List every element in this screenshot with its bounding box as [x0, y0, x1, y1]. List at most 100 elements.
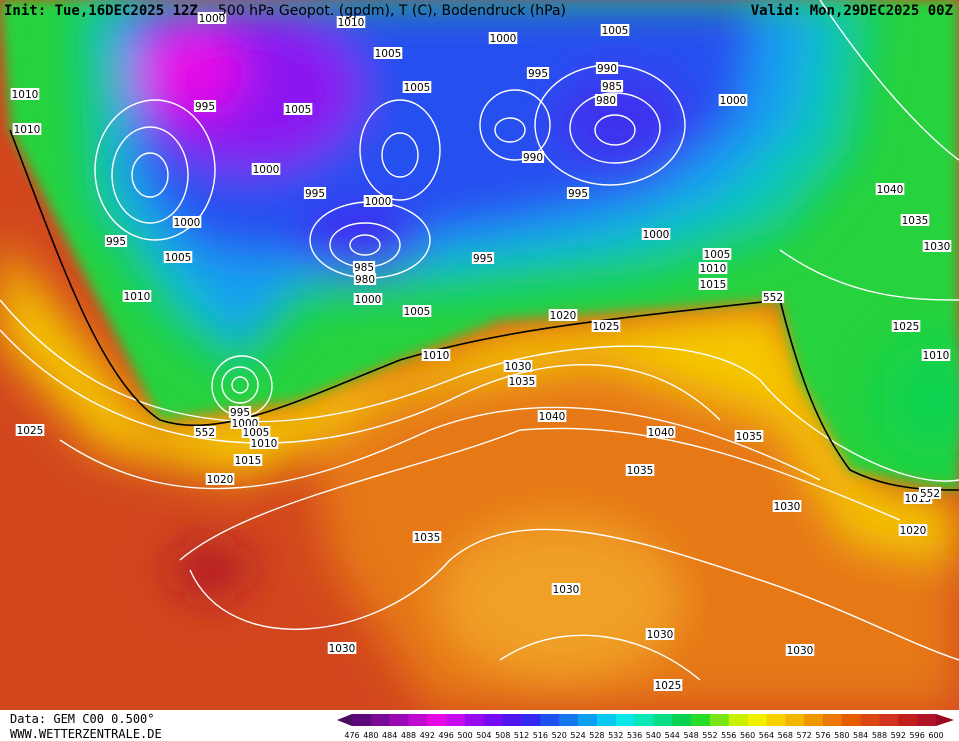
label-box	[412, 531, 442, 543]
label-box	[734, 430, 764, 442]
label-box	[373, 47, 403, 59]
colorbar-tick-label: 532	[608, 731, 623, 740]
colorbar-swatch	[578, 714, 598, 726]
colorbar-swatch	[860, 714, 880, 726]
map-title: 500 hPa Geopot. (gpdm), T (C), Bodendruc…	[218, 3, 566, 19]
colorbar-tick-label: 556	[721, 731, 736, 740]
isobar-label: 985	[602, 81, 622, 93]
isobar-label: 1005	[602, 25, 629, 37]
label-box	[193, 100, 217, 112]
colorbar-tick-label: 524	[570, 731, 585, 740]
colorbar-tick-label: 508	[495, 731, 510, 740]
label-box	[600, 80, 624, 92]
label-box	[702, 248, 732, 260]
label-box	[921, 349, 951, 361]
isobar-label: 1035	[414, 532, 441, 544]
colorbar-swatch	[766, 714, 786, 726]
isobar-label: 990	[523, 152, 543, 164]
colorbar-tick-label: 476	[344, 731, 359, 740]
isobar-label: 1015	[235, 455, 262, 467]
colorbar-tick-label: 572	[796, 731, 811, 740]
isobar-label: 995	[473, 253, 493, 265]
init-time: Init: Tue,16DEC2025 12Z	[4, 3, 198, 19]
label-box	[488, 32, 518, 44]
isobar-label: 995	[106, 236, 126, 248]
isobar-label: 1005	[375, 48, 402, 60]
isobar-label: 1035	[902, 215, 929, 227]
isobar-label: 1010	[423, 350, 450, 362]
colorbar-arrow	[337, 714, 352, 726]
label-box	[197, 12, 227, 24]
label-box	[591, 320, 621, 332]
label-box	[233, 454, 263, 466]
colorbar-tick-label: 484	[382, 731, 397, 740]
temperature-field	[0, 0, 959, 710]
isobar-label: 990	[597, 63, 617, 75]
label-box	[228, 406, 252, 418]
label-box	[625, 464, 655, 476]
isobar-label: 1040	[877, 184, 904, 196]
isobar-label: 552	[920, 488, 940, 500]
isobar-label: 1010	[14, 124, 41, 136]
colorbar-swatch	[521, 714, 541, 726]
label-box	[205, 473, 235, 485]
label-box	[327, 642, 357, 654]
colorbar-tick-label: 528	[589, 731, 604, 740]
label-box	[251, 163, 281, 175]
colorbar-tick-label: 564	[759, 731, 774, 740]
isobar-label: 1005	[165, 252, 192, 264]
label-box	[918, 487, 942, 499]
label-box	[336, 16, 366, 28]
isobar-label: 995	[528, 68, 548, 80]
colorbar: 476 480 484 488 492 496 500 504 508 512 516 520 524 5…	[337, 714, 954, 740]
isobar-label: 1030	[329, 643, 356, 655]
isobar-label: 1030	[505, 361, 532, 373]
contour-552	[9, 129, 959, 491]
isobar-label: 1010	[700, 263, 727, 275]
colorbar-swatch	[747, 714, 767, 726]
isobar-label: 1000	[253, 164, 280, 176]
colorbar-tick-label: 496	[439, 731, 454, 740]
label-box	[163, 251, 193, 263]
colorbar-swatch	[785, 714, 805, 726]
isobar-label: 995	[230, 407, 250, 419]
colorbar-tick-label: 544	[665, 731, 680, 740]
isobar-label: 1030	[787, 645, 814, 657]
colorbar-tick-label: 548	[683, 731, 698, 740]
colorbar-swatch	[446, 714, 466, 726]
isobar-label: 980	[596, 95, 616, 107]
colorbar-tick-label: 600	[928, 731, 943, 740]
isobar-label: 1015	[700, 279, 727, 291]
colorbar-swatch	[653, 714, 673, 726]
colorbar-swatch	[465, 714, 485, 726]
isobar-label: 552	[763, 292, 783, 304]
label-box	[891, 320, 921, 332]
label-box	[421, 349, 451, 361]
isobar-label: 1000	[365, 196, 392, 208]
label-box	[718, 94, 748, 106]
isobar-label: 1025	[593, 321, 620, 333]
isobar-label: 1025	[655, 680, 682, 692]
colorbar-swatch	[898, 714, 918, 726]
label-box	[900, 214, 930, 226]
label-box	[698, 278, 728, 290]
colorbar-swatch	[483, 714, 504, 726]
isobar-label: 1030	[647, 629, 674, 641]
isobar-label: 1020	[207, 474, 234, 486]
label-box	[402, 81, 432, 93]
label-box	[785, 644, 815, 656]
isobar-label: 1000	[643, 229, 670, 241]
colorbar-tick-label: 536	[627, 731, 642, 740]
isobar-label: 1040	[539, 411, 566, 423]
label-box	[507, 375, 537, 387]
colorbar-swatch	[691, 714, 711, 726]
isobar-label: 1010	[12, 89, 39, 101]
label-box	[353, 273, 377, 285]
isobar-label: 995	[195, 101, 215, 113]
isobar-label: 1005	[243, 427, 270, 439]
label-box	[241, 426, 271, 438]
colorbar-tick-label: 540	[646, 731, 661, 740]
label-box	[761, 291, 785, 303]
label-box	[922, 240, 952, 252]
colorbar-tick-label: 504	[476, 731, 491, 740]
